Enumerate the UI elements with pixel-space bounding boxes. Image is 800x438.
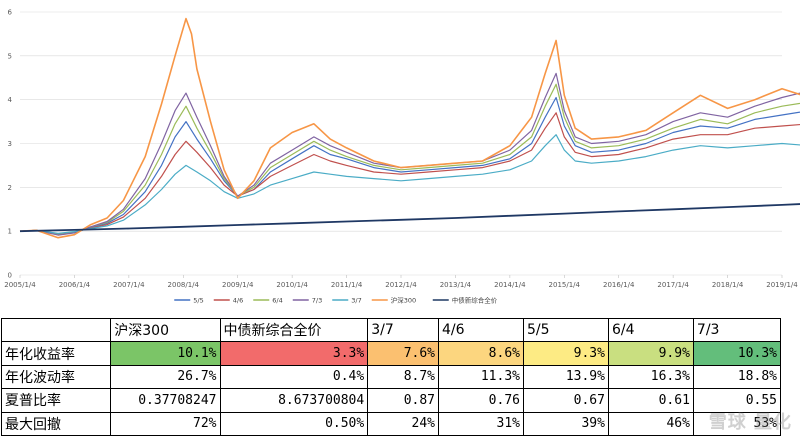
table-cell: 8.673700804 [219, 388, 369, 413]
table-header-cell: 6/4 [607, 317, 694, 343]
table-cell: 18.8% [692, 364, 782, 390]
y-axis-ticks: 0 1 2 3 4 5 6 [8, 9, 13, 280]
x-tick-label: 2007/1/4 [113, 281, 145, 289]
x-tick-label: 2005/1/4 [4, 281, 36, 289]
x-tick-label: 2010/1/4 [276, 281, 308, 289]
table-header-cell [0, 317, 112, 343]
table-cell: 39% [522, 411, 609, 437]
table-cell: 8.6% [438, 341, 524, 366]
x-tick-label: 2013/1/4 [440, 281, 472, 289]
line-chart: 0 1 2 3 4 5 6 2005/1/4 2006/1/4 2007/1/4 2008/1/4… [4, 9, 800, 305]
x-tick-label: 2015/1/4 [549, 281, 581, 289]
table-cell: 10.3% [692, 341, 782, 366]
table-cell: 0.37708247 [110, 388, 221, 413]
table-cell: 26.7% [110, 364, 221, 390]
legend-label-1: 4/6 [233, 297, 243, 305]
table-cell: 72% [110, 411, 221, 437]
series-line-3 [19, 72, 800, 236]
series-line-5 [19, 17, 800, 239]
row-label: 夏普比率 [0, 388, 112, 413]
table-header-cell: 7/3 [692, 317, 782, 343]
table-cell: 0.50% [219, 411, 369, 437]
table-row: 年化收益率 10.1% 3.3% 7.6% 8.6% 9.3% 9.9% 10.3% [0, 341, 782, 366]
legend-label-5: 沪深300 [391, 296, 416, 305]
series-line-1 [19, 112, 800, 235]
table-cell: 0.55 [692, 388, 782, 413]
table-cell: 24% [367, 411, 440, 437]
table-header-cell: 中债新综合全价 [219, 317, 369, 343]
x-tick-label: 2006/1/4 [59, 281, 91, 289]
table-cell: 10.1% [110, 341, 221, 366]
y-tick-label: 6 [8, 9, 13, 17]
x-tick-label: 2018/1/4 [712, 281, 744, 289]
legend-label-4: 3/7 [351, 297, 361, 305]
legend-label-6: 中债新综合全价 [452, 296, 498, 305]
table-cell: 46% [607, 411, 694, 437]
chart-legend: 5/5 4/6 6/4 7/3 3/7 沪深300 中债新综合全价 [174, 296, 498, 305]
table-header-cell: 4/6 [438, 317, 524, 343]
row-label: 年化波动率 [0, 364, 112, 390]
y-tick-label: 4 [8, 96, 13, 104]
table-cell: 0.87 [367, 388, 440, 413]
x-axis-ticks: 2005/1/4 2006/1/4 2007/1/4 2008/1/4 2009/1/4… [4, 275, 798, 289]
x-tick-label: 2012/1/4 [385, 281, 417, 289]
table-row: 夏普比率 0.37708247 8.673700804 0.87 0.76 0.67 0.6… [0, 388, 782, 413]
series-line-0 [19, 96, 800, 235]
table-cell: 9.9% [607, 341, 694, 366]
y-tick-label: 1 [8, 228, 12, 236]
x-tick-label: 2019/1/4 [766, 281, 798, 289]
table-header-row: 沪深300 中债新综合全价 3/7 4/6 5/5 6/4 7/3 [0, 317, 782, 343]
table-cell: 9.3% [522, 341, 609, 366]
table-row: 年化波动率 26.7% 0.4% 8.7% 11.3% 13.9% 16.3% 18.8% [0, 364, 782, 390]
table-cell: 0.4% [219, 364, 369, 390]
statistics-table: 沪深300 中债新综合全价 3/7 4/6 5/5 6/4 7/3 年化收益率 10.1% 3.3… [0, 317, 782, 437]
table-cell: 53% [692, 411, 782, 437]
y-tick-label: 5 [8, 52, 12, 60]
table-row: 最大回撤 72% 0.50% 24% 31% 39% 46% 53% [0, 411, 782, 437]
row-label: 最大回撤 [0, 411, 112, 437]
chart-svg: 0 1 2 3 4 5 6 2005/1/4 2006/1/4 2007/1/4 2008/1/4… [4, 9, 800, 305]
table-header-cell: 3/7 [367, 317, 440, 343]
table-cell: 31% [438, 411, 524, 437]
table-cell: 0.67 [522, 388, 609, 413]
table-header-cell: 沪深300 [110, 317, 221, 343]
table-cell: 8.7% [367, 364, 440, 390]
legend-label-0: 5/5 [193, 297, 203, 305]
x-tick-label: 2017/1/4 [657, 281, 689, 289]
series-line-2 [19, 83, 800, 236]
table-cell: 16.3% [607, 364, 694, 390]
y-tick-label: 2 [8, 184, 12, 192]
x-tick-label: 2008/1/4 [168, 281, 200, 289]
x-tick-label: 2014/1/4 [494, 281, 526, 289]
legend-label-3: 7/3 [312, 297, 322, 305]
x-tick-label: 2011/1/4 [331, 281, 363, 289]
table-cell: 0.61 [607, 388, 694, 413]
x-tick-label: 2016/1/4 [603, 281, 635, 289]
series-lines [19, 17, 800, 239]
row-label: 年化收益率 [0, 341, 112, 366]
table-cell: 11.3% [438, 364, 524, 390]
x-tick-label: 2009/1/4 [222, 281, 254, 289]
table-cell: 3.3% [219, 341, 369, 366]
series-line-6 [19, 203, 800, 233]
table-cell: 7.6% [367, 341, 440, 366]
table-cell: 0.76 [438, 388, 524, 413]
legend-label-2: 6/4 [272, 297, 282, 305]
grid-lines [20, 11, 782, 276]
series-line-4 [19, 134, 800, 234]
y-tick-label: 3 [8, 140, 12, 148]
y-tick-label: 0 [8, 272, 12, 280]
table-cell: 13.9% [522, 364, 609, 390]
table-header-cell: 5/5 [522, 317, 609, 343]
